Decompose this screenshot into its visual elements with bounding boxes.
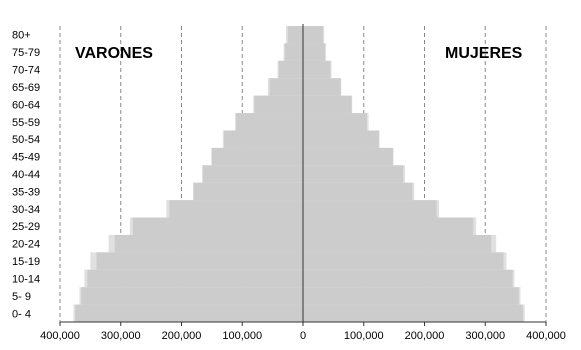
bar-right-10 bbox=[303, 200, 437, 218]
bar-right-9 bbox=[303, 182, 413, 201]
bar-left-0 bbox=[287, 26, 303, 44]
x-tick-label-3: 100,000 bbox=[222, 330, 262, 342]
y-tick-label-12: 20-24 bbox=[12, 239, 40, 251]
bar-right-8 bbox=[303, 165, 404, 183]
bar-left-11 bbox=[132, 217, 303, 235]
bar-right-11 bbox=[303, 217, 474, 235]
x-tick-label-2: 200,000 bbox=[162, 330, 202, 342]
x-tick-label-1: 300,000 bbox=[101, 330, 141, 342]
y-tick-label-1: 75-79 bbox=[12, 47, 40, 59]
bar-right-7 bbox=[303, 147, 393, 166]
bar-left-4 bbox=[254, 95, 303, 114]
bar-left-1 bbox=[284, 43, 303, 61]
bar-right-4 bbox=[303, 95, 352, 114]
y-tick-label-5: 55-59 bbox=[12, 117, 40, 129]
x-tick-labels: 400,000 300,000 200,000 100,000 0 100,000 200,… bbox=[40, 330, 566, 342]
right-series-label: MUJERES bbox=[445, 45, 523, 62]
y-tick-label-2: 70-74 bbox=[12, 65, 40, 77]
bar-left-3 bbox=[269, 78, 303, 96]
bar-left-12 bbox=[114, 234, 303, 253]
y-tick-label-3: 65-69 bbox=[12, 82, 40, 94]
bar-right-1 bbox=[303, 43, 325, 61]
bar-right-3 bbox=[303, 78, 341, 96]
left-series-label: VARONES bbox=[75, 45, 153, 62]
x-tick-label-6: 200,000 bbox=[405, 330, 445, 342]
bar-right-0 bbox=[303, 26, 324, 44]
y-tick-label-8: 40-44 bbox=[12, 169, 40, 181]
bar-left-2 bbox=[278, 60, 303, 79]
bar-left-14 bbox=[87, 269, 304, 288]
y-tick-label-0: 80+ bbox=[12, 30, 31, 42]
bar-right-5 bbox=[303, 113, 367, 131]
y-tick-label-15: 5- 9 bbox=[12, 291, 31, 303]
x-tick-label-4: 0 bbox=[300, 330, 306, 342]
y-tick-label-10: 30-34 bbox=[12, 204, 40, 216]
bar-right-2 bbox=[303, 60, 331, 79]
y-tick-label-11: 25-29 bbox=[12, 221, 40, 233]
x-tick-label-7: 300,000 bbox=[465, 330, 505, 342]
y-tick-label-7: 45-49 bbox=[12, 152, 40, 164]
bar-right-15 bbox=[303, 287, 519, 305]
y-tick-label-9: 35-39 bbox=[12, 186, 40, 198]
y-tick-label-4: 60-64 bbox=[12, 99, 40, 111]
bar-right-12 bbox=[303, 234, 492, 253]
bar-right-14 bbox=[303, 269, 513, 288]
bar-right-16 bbox=[303, 304, 523, 322]
bar-left-6 bbox=[224, 130, 303, 148]
bar-left-9 bbox=[193, 182, 303, 201]
y-tick-label-16: 0- 4 bbox=[12, 308, 31, 320]
bar-left-16 bbox=[75, 304, 303, 322]
bar-left-8 bbox=[202, 165, 303, 183]
bar-left-7 bbox=[211, 147, 303, 166]
x-tick-label-0: 400,000 bbox=[40, 330, 80, 342]
x-tick-label-5: 100,000 bbox=[344, 330, 384, 342]
x-tick-label-8: 400,000 bbox=[526, 330, 566, 342]
y-tick-label-6: 50-54 bbox=[12, 134, 40, 146]
bar-left-13 bbox=[96, 252, 303, 270]
bar-left-5 bbox=[236, 113, 303, 131]
y-tick-label-13: 15-19 bbox=[12, 256, 40, 268]
bar-left-15 bbox=[81, 287, 303, 305]
axes bbox=[59, 24, 547, 326]
bar-right-13 bbox=[303, 252, 504, 270]
y-tick-label-14: 10-14 bbox=[12, 273, 40, 285]
y-tick-labels: 80+ 75-79 70-74 65-69 60-64 55-59 50-54 45-49 40… bbox=[12, 30, 40, 321]
bar-right-6 bbox=[303, 130, 379, 148]
bar-left-10 bbox=[169, 200, 303, 218]
bars bbox=[75, 26, 523, 322]
